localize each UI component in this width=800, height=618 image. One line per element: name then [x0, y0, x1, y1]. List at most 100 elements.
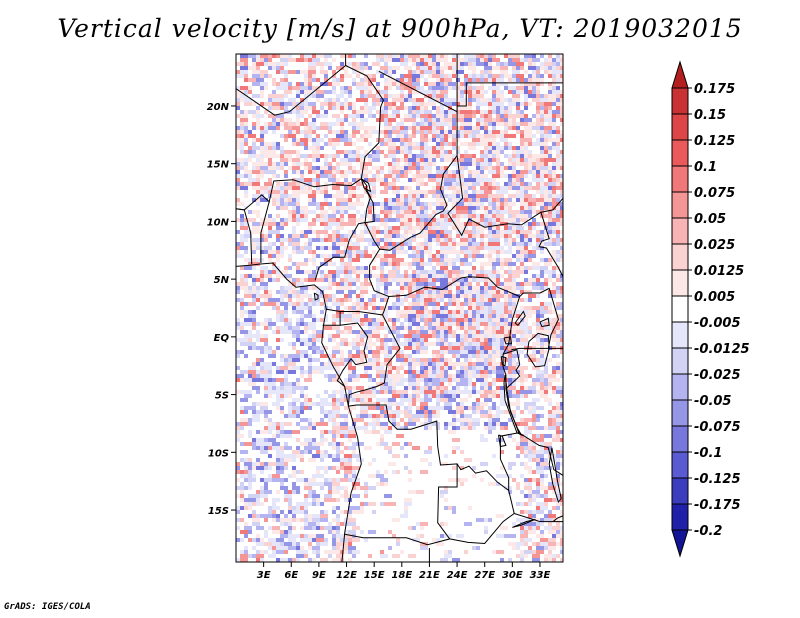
field-cell — [296, 382, 300, 386]
field-cell — [360, 358, 364, 362]
field-cell — [372, 294, 376, 298]
field-cell — [324, 170, 332, 174]
field-cell — [272, 186, 276, 190]
field-cell — [320, 66, 324, 70]
field-cell — [468, 270, 472, 274]
field-cell — [492, 318, 496, 322]
field-cell — [492, 194, 496, 198]
field-cell — [520, 338, 528, 342]
field-cell — [256, 278, 260, 282]
field-cell — [476, 202, 480, 206]
field-cell — [508, 234, 512, 238]
field-cell — [436, 330, 440, 334]
field-cell — [236, 230, 240, 234]
field-cell — [436, 342, 440, 346]
field-cell — [312, 78, 316, 82]
field-cell — [416, 186, 420, 190]
field-cell — [360, 394, 364, 398]
field-cell — [544, 350, 548, 354]
field-cell — [356, 426, 360, 430]
field-cell — [356, 138, 360, 142]
field-cell — [348, 246, 352, 250]
field-cell — [292, 286, 296, 290]
field-cell — [316, 278, 324, 282]
field-cell — [360, 90, 364, 94]
field-cell — [352, 66, 360, 70]
field-cell — [300, 162, 304, 166]
field-cell — [548, 154, 552, 158]
field-cell — [480, 174, 488, 178]
field-cell — [532, 414, 536, 418]
field-cell — [556, 226, 560, 230]
field-cell — [448, 410, 456, 414]
field-cell — [320, 366, 328, 370]
field-cell — [468, 310, 472, 314]
field-cell — [488, 58, 492, 62]
field-cell — [340, 350, 344, 354]
field-cell — [420, 414, 424, 418]
field-cell — [540, 238, 544, 242]
field-cell — [504, 270, 508, 274]
field-cell — [548, 134, 552, 138]
field-cell — [248, 134, 256, 138]
field-cell — [500, 346, 504, 350]
field-cell — [284, 62, 288, 66]
field-cell — [280, 382, 284, 386]
field-cell — [464, 374, 468, 378]
field-cell — [276, 238, 280, 242]
field-cell — [344, 262, 352, 266]
field-cell — [236, 90, 244, 94]
field-cell — [392, 382, 396, 386]
field-cell — [556, 362, 560, 366]
field-cell — [416, 266, 424, 270]
field-cell — [288, 342, 292, 346]
field-cell — [492, 302, 496, 306]
field-cell — [392, 230, 400, 234]
field-cell — [360, 298, 364, 302]
field-cell — [544, 378, 548, 382]
field-cell — [252, 418, 260, 422]
field-cell — [488, 134, 496, 138]
field-cell — [300, 182, 304, 186]
field-cell — [280, 190, 284, 194]
field-cell — [444, 294, 452, 298]
field-cell — [240, 242, 244, 246]
field-cell — [356, 346, 360, 350]
field-cell — [516, 122, 520, 126]
field-cell — [448, 246, 452, 250]
field-cell — [476, 390, 480, 394]
field-cell — [472, 362, 476, 366]
field-cell — [240, 330, 248, 334]
field-cell — [280, 434, 284, 438]
field-cell — [260, 282, 268, 286]
field-cell — [532, 282, 536, 286]
field-cell — [272, 278, 276, 282]
field-cell — [236, 374, 244, 378]
field-cell — [552, 62, 556, 66]
field-cell — [528, 82, 532, 86]
field-cell — [244, 266, 248, 270]
field-cell — [560, 222, 563, 226]
field-cell — [284, 382, 292, 386]
field-cell — [448, 74, 452, 78]
field-cell — [428, 386, 432, 390]
field-cell — [332, 146, 336, 150]
field-cell — [308, 94, 312, 98]
field-cell — [528, 214, 532, 218]
field-cell — [400, 282, 404, 286]
field-cell — [428, 370, 432, 374]
field-cell — [524, 194, 532, 198]
field-cell — [332, 98, 336, 102]
field-cell — [380, 322, 384, 326]
field-cell — [436, 190, 444, 194]
field-cell — [344, 318, 352, 322]
field-cell — [320, 270, 324, 274]
field-cell — [240, 150, 244, 154]
field-cell — [264, 170, 268, 174]
field-cell — [324, 298, 328, 302]
field-cell — [428, 322, 432, 326]
field-cell — [256, 126, 260, 130]
field-cell — [560, 74, 563, 78]
field-cell — [480, 262, 488, 266]
field-cell — [468, 286, 472, 290]
